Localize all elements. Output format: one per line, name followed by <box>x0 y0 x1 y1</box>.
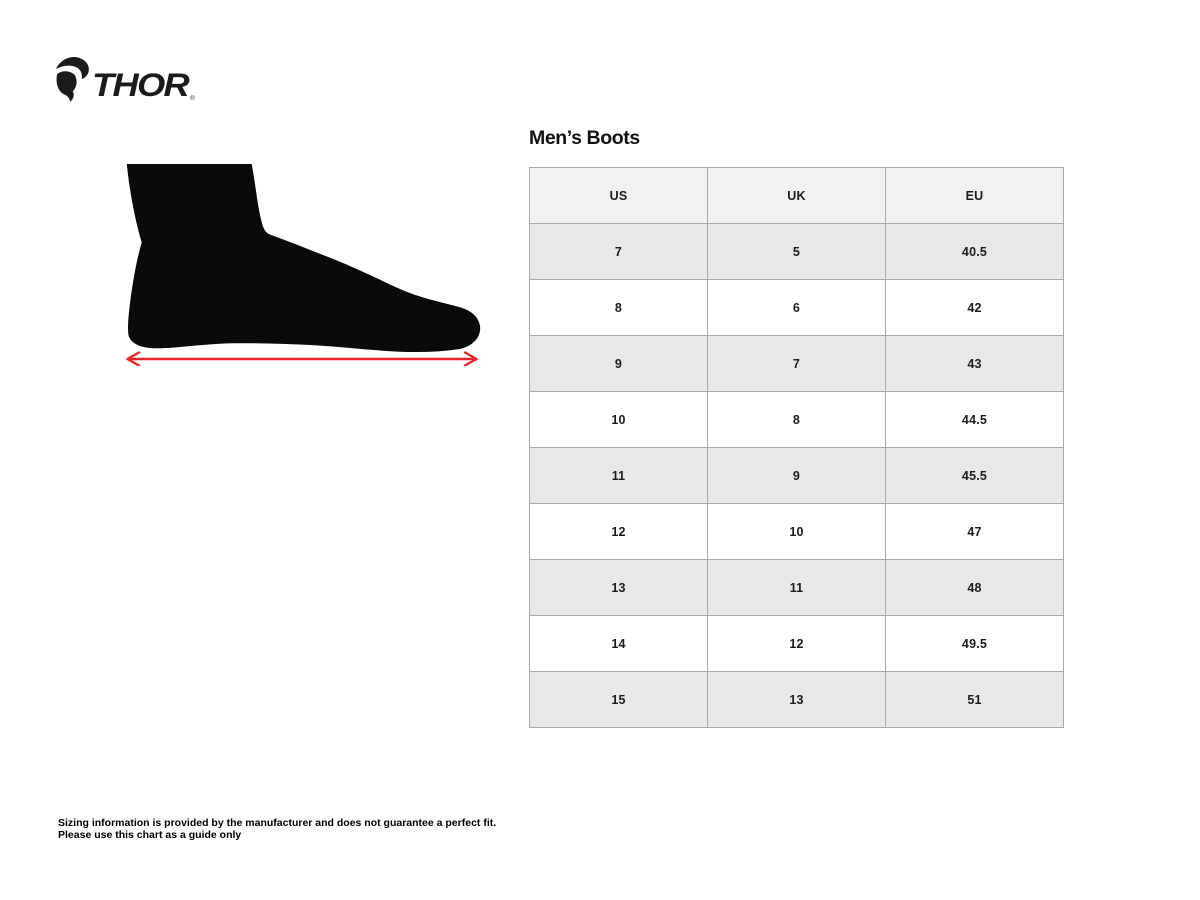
table-cell: 9 <box>529 335 708 392</box>
table-cell: 49.5 <box>885 615 1064 672</box>
thor-logo: THOR ® <box>56 57 195 103</box>
table-row: 12 10 47 <box>529 503 1064 560</box>
table-cell: 47 <box>885 503 1064 560</box>
foot-length-diagram <box>126 164 481 366</box>
table-cell: 40.5 <box>885 223 1064 280</box>
table-row: 15 13 51 <box>529 671 1064 728</box>
table-cell: 44.5 <box>885 391 1064 448</box>
table-header-cell-eu: EU <box>885 167 1064 224</box>
table-cell: 7 <box>529 223 708 280</box>
page-title: Men’s Boots <box>529 127 640 149</box>
footer-note-line2: Please use this chart as a guide only <box>58 829 242 841</box>
table-cell: 6 <box>707 279 886 336</box>
table-header-cell-us: US <box>529 167 708 224</box>
table-cell: 10 <box>529 391 708 448</box>
table-cell: 8 <box>529 279 708 336</box>
table-cell: 11 <box>529 447 708 504</box>
table-cell: 42 <box>885 279 1064 336</box>
table-cell: 43 <box>885 335 1064 392</box>
table-row: 10 8 44.5 <box>529 391 1064 448</box>
table-row: 8 6 42 <box>529 279 1064 336</box>
size-table: US UK EU 7 5 40.5 8 6 42 9 7 43 10 <box>529 167 1064 728</box>
table-cell: 7 <box>707 335 886 392</box>
table-header-row: US UK EU <box>529 167 1064 224</box>
table-cell: 13 <box>529 559 708 616</box>
table-cell: 13 <box>707 671 886 728</box>
table-cell: 9 <box>707 447 886 504</box>
foot-length-arrow-icon <box>126 351 478 366</box>
table-cell: 12 <box>707 615 886 672</box>
table-cell: 12 <box>529 503 708 560</box>
footer-note-line1: Sizing information is provided by the ma… <box>58 817 497 829</box>
goat-head-icon <box>56 57 89 102</box>
table-cell: 5 <box>707 223 886 280</box>
table-cell: 11 <box>707 559 886 616</box>
table-row: 7 5 40.5 <box>529 223 1064 280</box>
foot-silhouette-icon <box>126 164 481 353</box>
table-cell: 45.5 <box>885 447 1064 504</box>
table-row: 13 11 48 <box>529 559 1064 616</box>
table-cell: 10 <box>707 503 886 560</box>
table-row: 14 12 49.5 <box>529 615 1064 672</box>
footer-note: Sizing information is provided by the ma… <box>58 817 496 841</box>
table-row: 11 9 45.5 <box>529 447 1064 504</box>
table-cell: 15 <box>529 671 708 728</box>
table-cell: 51 <box>885 671 1064 728</box>
table-header-cell-uk: UK <box>707 167 886 224</box>
table-row: 9 7 43 <box>529 335 1064 392</box>
registered-mark: ® <box>190 94 195 102</box>
table-cell: 48 <box>885 559 1064 616</box>
table-cell: 14 <box>529 615 708 672</box>
table-cell: 8 <box>707 391 886 448</box>
thor-wordmark: THOR <box>92 67 190 103</box>
